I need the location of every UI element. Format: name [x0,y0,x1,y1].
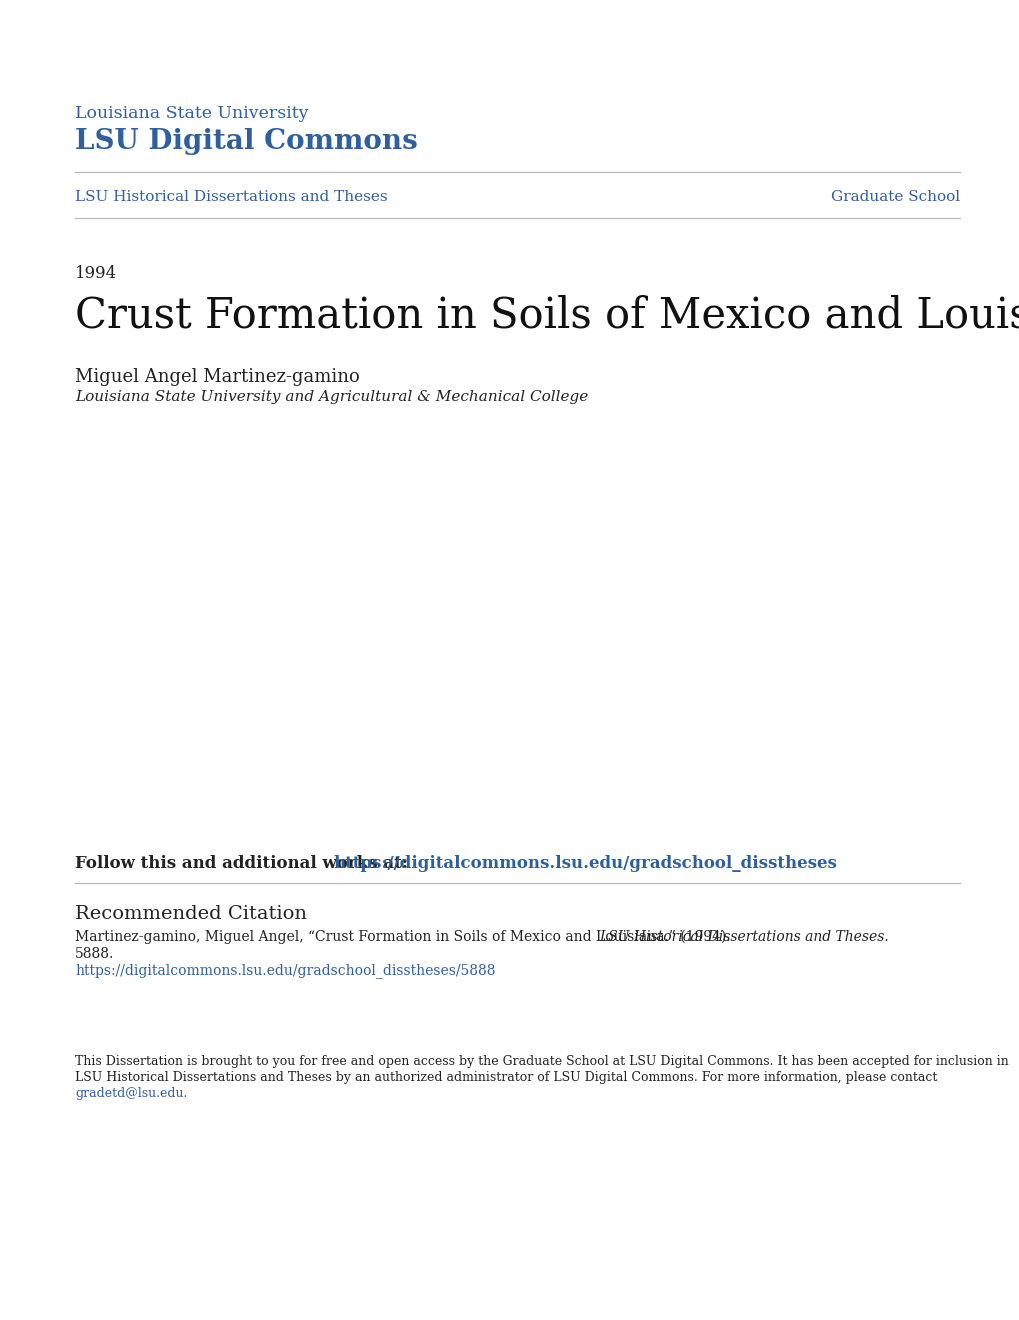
Text: Louisiana State University: Louisiana State University [75,106,308,121]
Text: 5888.: 5888. [75,946,114,961]
Text: https://digitalcommons.lsu.edu/gradschool_disstheses/5888: https://digitalcommons.lsu.edu/gradschoo… [75,964,495,978]
Text: gradetd@lsu.edu.: gradetd@lsu.edu. [75,1086,187,1100]
Text: Miguel Angel Martinez-gamino: Miguel Angel Martinez-gamino [75,368,360,385]
Text: LSU Digital Commons: LSU Digital Commons [75,128,418,154]
Text: Follow this and additional works at:: Follow this and additional works at: [75,855,414,873]
Text: Graduate School: Graduate School [830,190,959,205]
Text: Martinez-gamino, Miguel Angel, “Crust Formation in Soils of Mexico and Louisiana: Martinez-gamino, Miguel Angel, “Crust Fo… [75,931,734,944]
Text: Crust Formation in Soils of Mexico and Louisiana.: Crust Formation in Soils of Mexico and L… [75,294,1019,337]
Text: https://digitalcommons.lsu.edu/gradschool_disstheses: https://digitalcommons.lsu.edu/gradschoo… [332,855,836,873]
Text: Louisiana State University and Agricultural & Mechanical College: Louisiana State University and Agricultu… [75,389,588,404]
Text: Recommended Citation: Recommended Citation [75,906,307,923]
Text: LSU Historical Dissertations and Theses by an authorized administrator of LSU Di: LSU Historical Dissertations and Theses … [75,1071,936,1084]
Text: This Dissertation is brought to you for free and open access by the Graduate Sch: This Dissertation is brought to you for … [75,1055,1008,1068]
Text: 1994: 1994 [75,265,117,282]
Text: LSU Historical Dissertations and Theses: LSU Historical Dissertations and Theses [75,190,387,205]
Text: LSU Historical Dissertations and Theses.: LSU Historical Dissertations and Theses. [598,931,888,944]
